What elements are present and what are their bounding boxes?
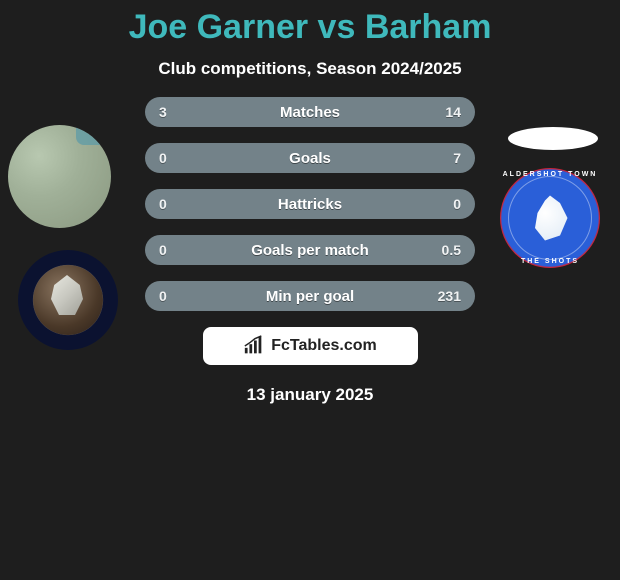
club-badge-right: ALDERSHOT TOWN THE SHOTS (500, 168, 600, 268)
stat-right-value: 0.5 (442, 242, 461, 258)
stat-right-value: 0 (453, 196, 461, 212)
stat-right-value: 7 (453, 150, 461, 166)
stat-label: Min per goal (145, 288, 475, 305)
badge-ring-text-bottom: THE SHOTS (500, 258, 600, 265)
stat-left-value: 0 (159, 242, 167, 258)
owl-icon (33, 265, 103, 335)
player-photo-right (508, 127, 598, 150)
stat-row-hattricks: 0 Hattricks 0 (145, 189, 475, 219)
stat-left-value: 0 (159, 196, 167, 212)
page-title: Joe Garner vs Barham (0, 8, 620, 47)
watermark[interactable]: FcTables.com (203, 327, 418, 365)
stat-right-value: 231 (438, 288, 461, 304)
stat-label: Matches (145, 104, 475, 121)
stat-left-value: 0 (159, 288, 167, 304)
stat-left-value: 0 (159, 150, 167, 166)
club-badge-left (18, 250, 118, 350)
stat-row-min-per-goal: 0 Min per goal 231 (145, 281, 475, 311)
stat-right-value: 14 (445, 104, 461, 120)
watermark-text: FcTables.com (271, 337, 377, 355)
stat-left-value: 3 (159, 104, 167, 120)
player-photo-left (8, 125, 111, 228)
date-label: 13 january 2025 (0, 385, 620, 405)
stat-row-goals-per-match: 0 Goals per match 0.5 (145, 235, 475, 265)
page-subtitle: Club competitions, Season 2024/2025 (0, 59, 620, 79)
stats-panel: 3 Matches 14 0 Goals 7 0 Hattricks 0 0 G… (145, 97, 475, 311)
badge-ring-text-top: ALDERSHOT TOWN (500, 171, 600, 178)
stat-row-goals: 0 Goals 7 (145, 143, 475, 173)
stat-row-matches: 3 Matches 14 (145, 97, 475, 127)
phoenix-icon (525, 193, 575, 243)
bar-chart-icon (243, 335, 265, 357)
header: Joe Garner vs Barham Club competitions, … (0, 0, 620, 79)
stat-label: Goals (145, 150, 475, 167)
stat-label: Hattricks (145, 196, 475, 213)
stat-label: Goals per match (145, 242, 475, 259)
